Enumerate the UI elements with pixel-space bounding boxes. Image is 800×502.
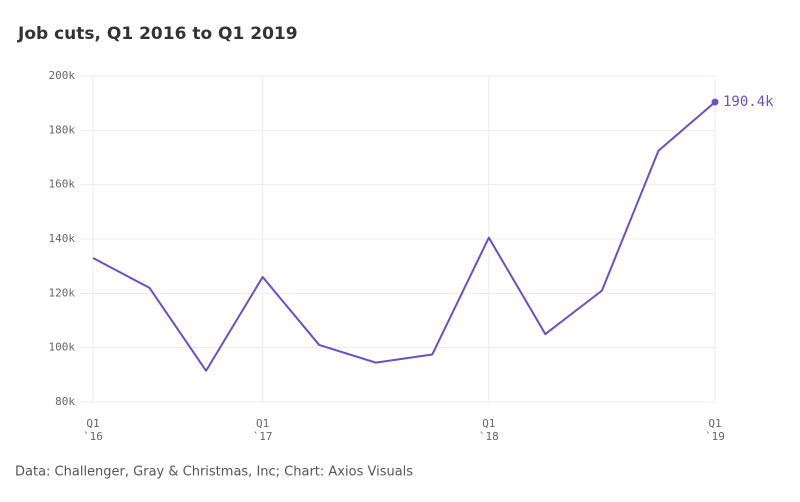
line [92, 101, 716, 372]
x-tick-label: Q1 `17 [252, 417, 273, 443]
x-tick-label: Q1 `18 [478, 417, 499, 443]
y-tick-label: 200k [49, 69, 76, 82]
chart-title: Job cuts, Q1 2016 to Q1 2019 [17, 24, 298, 44]
source-note: Data: Challenger, Gray & Christmas, Inc;… [15, 465, 413, 480]
x-tick-label: Q1 `16 [83, 417, 103, 443]
x-tick-label: Q1 `19 [705, 417, 725, 443]
y-tick-label: 80k [55, 395, 75, 408]
y-tick-label: 180k [49, 123, 76, 136]
y-tick-label: 140k [49, 232, 76, 245]
y-tick-label: 100k [49, 341, 76, 354]
end-point [711, 98, 719, 106]
y-tick-label: 160k [49, 178, 76, 191]
y-tick-label: 120k [49, 286, 76, 299]
value-label: 190.4k [723, 94, 774, 110]
